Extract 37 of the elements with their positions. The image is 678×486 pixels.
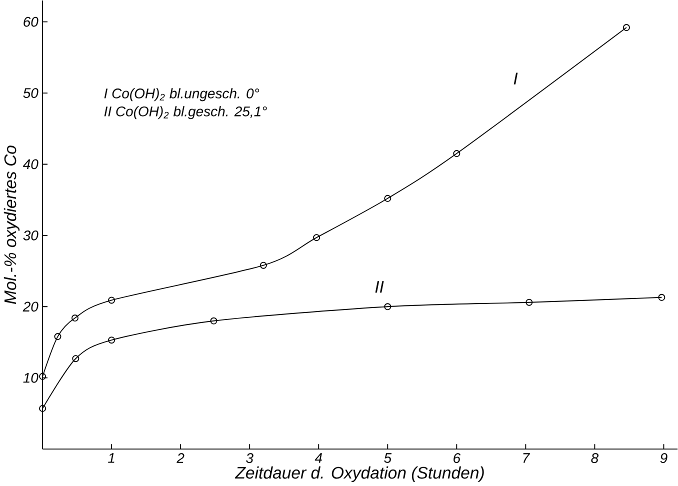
x-tick-label: 6 xyxy=(454,453,461,464)
x-tick-label: 5 xyxy=(384,453,392,463)
point xyxy=(658,294,666,301)
point xyxy=(39,404,46,412)
series-label: I xyxy=(514,72,518,84)
point xyxy=(622,24,630,32)
point xyxy=(108,296,116,304)
point xyxy=(108,336,116,344)
x-tick-label: 8 xyxy=(591,453,599,464)
point xyxy=(71,314,78,322)
x-tick-label: 3 xyxy=(246,453,254,464)
point xyxy=(384,194,392,202)
point xyxy=(453,150,460,158)
y-axis-title: Mol.-% oxydiertes Co xyxy=(4,146,20,304)
point xyxy=(526,298,533,306)
point xyxy=(313,234,320,242)
x-axis-title: Zeitdauer d. Oxydation (Stunden) xyxy=(234,466,484,482)
y-tick-label: 50 xyxy=(23,88,38,98)
point xyxy=(54,333,62,340)
point xyxy=(210,317,218,324)
x-tick-label: 7 xyxy=(523,453,530,463)
point xyxy=(72,355,80,362)
point xyxy=(384,303,392,310)
y-tick-label: 10 xyxy=(23,372,38,383)
point xyxy=(39,372,46,380)
y-tick-label: 30 xyxy=(23,230,38,240)
y-tick-label: 40 xyxy=(22,159,38,170)
annotation: II Co(OH)$_{2}$ bl.gesch. 25,1° xyxy=(104,106,267,120)
annotation: I Co(OH)$_{2}$ bl.ungesch. 0° xyxy=(104,88,260,102)
series-label: II xyxy=(375,281,384,293)
y-tick-label: 60 xyxy=(24,16,38,27)
y-tick-label: 20 xyxy=(22,302,38,312)
x-tick-label: 1 xyxy=(108,453,114,463)
x-tick-label: 4 xyxy=(314,453,322,463)
x-tick-label: 9 xyxy=(660,453,668,464)
x-tick-label: 2 xyxy=(176,453,184,463)
point xyxy=(260,262,267,269)
